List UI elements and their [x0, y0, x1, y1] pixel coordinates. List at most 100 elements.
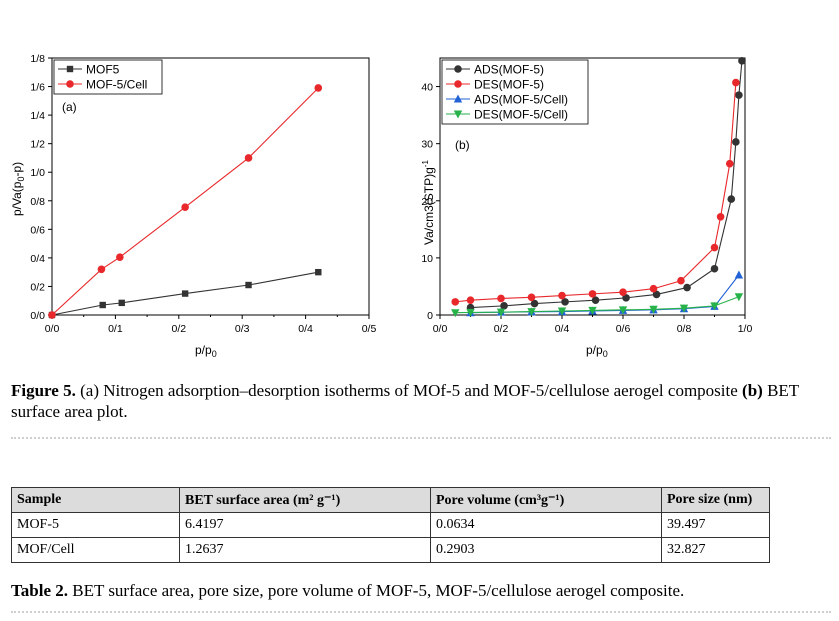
x-tick-label: 0/0 — [433, 323, 448, 335]
table-cell: 1.2637 — [179, 537, 431, 563]
x-tick-label: 0/1 — [108, 323, 123, 335]
x-tick-label: 1/0 — [738, 323, 753, 335]
figure-caption-text-1: (a) Nitrogen adsorption–desorption isoth… — [80, 381, 738, 400]
data-point — [181, 203, 189, 212]
legend-label: DES(MOF-5) — [474, 78, 544, 92]
x-axis-title: p/p0 — [195, 343, 217, 359]
y-tick-label: 10 — [421, 253, 433, 265]
table-caption-text: BET surface area, pore size, pore volume… — [72, 581, 685, 600]
data-point — [118, 299, 125, 307]
data-point — [245, 281, 252, 289]
table-cell: 0.2903 — [430, 537, 662, 563]
series-mof-5-cell — [48, 84, 323, 319]
y-tick-label: 0 — [427, 310, 433, 322]
legend-marker — [454, 80, 462, 88]
y-axis-title: Va/cm3(STP)g-1 — [421, 160, 436, 245]
data-point — [466, 308, 475, 317]
y-tick-label: 0/4 — [30, 253, 45, 265]
data-point — [181, 290, 189, 297]
figure-5: 0/0 0/1 0/2 0/3 0/4 0/5 0/0 0/2 0/4 0/6 0/8 1/0 1/2 1… — [10, 53, 753, 359]
legend-box — [441, 59, 589, 125]
data-point — [496, 308, 506, 317]
data-point — [652, 290, 661, 299]
data-point — [588, 306, 597, 315]
data-point — [244, 154, 253, 162]
table-cell: 32.827 — [661, 537, 770, 563]
x-tick-label: 0/4 — [298, 323, 313, 335]
figure-caption: Figure 5. (a) Nitrogen adsorption–desorp… — [11, 380, 831, 422]
y-tick-label: 1/2 — [30, 139, 45, 151]
data-point — [561, 298, 569, 306]
y-tick-label: 20 — [421, 196, 433, 208]
table-cell: 6.4197 — [179, 512, 431, 538]
x-tick-label: 0/3 — [235, 323, 250, 335]
legend-marker — [454, 65, 462, 73]
y-tick-label: 1/8 — [30, 53, 45, 65]
data-point — [710, 243, 719, 252]
table-header-row: Sample BET surface area (m² g⁻¹) Pore vo… — [11, 487, 770, 513]
data-point — [649, 305, 658, 314]
legend-marker — [66, 65, 74, 73]
data-point — [500, 302, 508, 310]
section-divider — [11, 437, 831, 439]
x-tick-label: 0/0 — [45, 323, 60, 335]
data-point — [48, 311, 56, 319]
table-caption-label: Table 2. — [11, 581, 69, 600]
y-tick-label: 0/8 — [30, 196, 45, 208]
table-cell: MOF/Cell — [11, 537, 180, 563]
section-divider — [11, 611, 831, 613]
legend-label: ADS(MOF-5/Cell) — [474, 93, 568, 107]
y-tick-label: 0/0 — [30, 310, 45, 322]
legend-marker — [453, 94, 463, 103]
data-point — [527, 308, 536, 317]
data-point — [677, 276, 685, 285]
data-point — [558, 291, 566, 300]
plot-frame — [51, 57, 370, 316]
data-point — [99, 301, 106, 309]
data-point — [727, 195, 736, 203]
table-row: MOF/Cell 1.2637 0.2903 32.827 — [11, 537, 770, 563]
y-tick-label: 40 — [421, 82, 433, 94]
table-header-bet-surface-area: BET surface area (m² g⁻¹) — [179, 487, 431, 513]
data-point — [679, 304, 689, 313]
data-point — [451, 309, 460, 318]
data-point — [732, 78, 740, 87]
data-point — [725, 159, 734, 168]
data-point — [451, 298, 460, 306]
y-tick-label: 1/4 — [30, 110, 45, 122]
legend-label: ADS(MOF-5) — [474, 63, 544, 77]
series-des-mof-5- — [451, 78, 740, 306]
data-point — [557, 307, 567, 316]
series-ads-mof-5- — [466, 57, 746, 312]
x-tick-label: 0/2 — [494, 323, 509, 335]
legend-label: MOF5 — [86, 63, 120, 77]
data-point — [619, 288, 627, 296]
figure-caption-text-2: BET surface area plot. — [11, 381, 799, 421]
data-point — [530, 299, 539, 308]
data-point — [734, 293, 744, 302]
series-des-mof-5-cell- — [451, 293, 744, 318]
figure-caption-label: Figure 5. — [11, 381, 76, 400]
x-tick-label: 0/2 — [171, 323, 186, 335]
data-point — [710, 264, 719, 273]
legend: ADS(MOF-5)DES(MOF-5)ADS(MOF-5/Cell)DES(M… — [441, 59, 589, 125]
chart-b-isotherms: 0/0 0/2 0/4 0/6 0/8 1/0010203040ADS(MOF-5)DES… — [421, 57, 753, 359]
x-tick-label: 0/5 — [362, 323, 377, 335]
table-cell: 39.497 — [661, 512, 770, 538]
legend-marker — [453, 110, 463, 119]
data-point — [588, 290, 597, 298]
table-header-sample: Sample — [11, 487, 180, 513]
table-caption: Table 2. BET surface area, pore size, po… — [11, 581, 684, 601]
y-axis-title: p/Va(p0-p) — [10, 162, 26, 216]
x-tick-label: 0/8 — [677, 323, 692, 335]
legend-box — [53, 59, 163, 95]
x-tick-label: 0/6 — [616, 323, 631, 335]
data-point — [314, 84, 323, 92]
data-point — [116, 253, 124, 261]
data-point — [732, 138, 740, 146]
y-tick-label: 30 — [421, 139, 433, 151]
bet-table: Sample BET surface area (m² g⁻¹) Pore vo… — [11, 487, 770, 563]
series-line — [51, 87, 319, 316]
table-header-pore-size: Pore size (nm) — [661, 487, 770, 513]
